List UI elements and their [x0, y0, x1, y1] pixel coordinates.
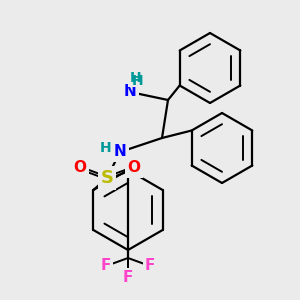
Text: N: N [114, 145, 126, 160]
Text: O: O [128, 160, 140, 175]
Text: H: H [130, 71, 142, 85]
Text: S: S [100, 169, 113, 187]
Text: F: F [101, 259, 111, 274]
Text: O: O [74, 160, 86, 175]
Text: F: F [145, 259, 155, 274]
Text: N: N [124, 85, 136, 100]
Text: F: F [123, 271, 133, 286]
Text: H: H [132, 74, 144, 88]
Text: H: H [100, 141, 112, 155]
